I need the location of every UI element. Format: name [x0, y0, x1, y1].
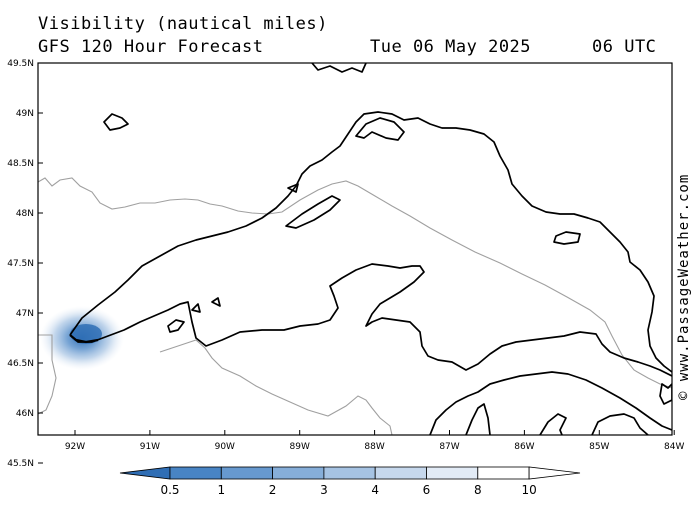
legend-swatch	[477, 466, 530, 480]
forecast-time: 06 UTC	[592, 37, 657, 57]
isle-royale	[285, 195, 341, 229]
lon-label: 92W	[65, 442, 85, 452]
lon-label: 85W	[589, 442, 609, 452]
lon-label: 87W	[439, 442, 459, 452]
lake-nipigon	[355, 117, 405, 141]
lat-label: 47N	[16, 309, 34, 319]
map-title: Visibility (nautical miles)	[38, 14, 328, 34]
legend-swatch	[426, 466, 479, 480]
duluth-shore-detail	[69, 334, 99, 344]
east-islands	[659, 383, 672, 405]
lon-label: 88W	[364, 442, 384, 452]
low-visibility-core	[70, 324, 102, 344]
latitude-axis: 49.5N 49N 48.5N 48N 47.5N 47N 46.5N 46N 45.5N	[7, 59, 43, 469]
inland-lake-1	[103, 113, 129, 131]
lake-superior-shore	[69, 111, 672, 373]
lat-label: 46.5N	[7, 359, 34, 369]
lon-label: 84W	[664, 442, 684, 452]
lon-label: 86W	[514, 442, 534, 452]
legend-label: 8	[474, 483, 482, 497]
lat-label: 49N	[16, 109, 34, 119]
legend-label: 1	[217, 483, 225, 497]
bays-michigan	[539, 413, 649, 435]
legend-max-arrow	[528, 466, 581, 480]
south-shore	[69, 263, 672, 377]
borders	[38, 177, 672, 435]
north-shore-edge	[311, 63, 367, 73]
longitude-axis: 92W 91W 90W 89W 88W 87W 86W 85W 84W	[65, 430, 684, 452]
lat-label: 48N	[16, 209, 34, 219]
inland-lake-2	[287, 183, 299, 193]
legend-swatch	[169, 466, 222, 480]
lat-label: 45.5N	[7, 459, 34, 469]
legend-label: 3	[320, 483, 328, 497]
legend-label: 10	[521, 483, 536, 497]
lon-label: 91W	[140, 442, 160, 452]
lon-label: 90W	[215, 442, 235, 452]
lat-label: 49.5N	[7, 59, 34, 69]
forecast-label: GFS 120 Hour Forecast	[38, 37, 264, 57]
map-frame	[37, 62, 673, 436]
forecast-date: Tue 06 May 2025	[370, 37, 532, 57]
legend-swatch	[374, 466, 427, 480]
legend-label: 4	[371, 483, 379, 497]
passageweather-watermark: © www.PassageWeather.com	[676, 173, 692, 400]
legend-swatch	[323, 466, 376, 480]
legend-label: 0.5	[160, 483, 179, 497]
legend-label: 2	[269, 483, 277, 497]
apostle-islands	[167, 297, 221, 333]
north-shore-michigan	[465, 403, 491, 435]
coastlines	[69, 63, 672, 435]
michipicoten-island	[553, 231, 581, 245]
lat-label: 46N	[16, 409, 34, 419]
visibility-legend: 0.5 1 2 3 4 6 8 10	[119, 466, 581, 497]
lake-michigan-shore	[429, 371, 672, 435]
legend-min-arrow	[119, 466, 171, 480]
legend-swatch	[272, 466, 325, 480]
lat-label: 48.5N	[7, 159, 34, 169]
legend-swatch	[220, 466, 274, 480]
legend-label: 6	[423, 483, 431, 497]
lon-label: 89W	[290, 442, 310, 452]
lat-label: 47.5N	[7, 259, 34, 269]
